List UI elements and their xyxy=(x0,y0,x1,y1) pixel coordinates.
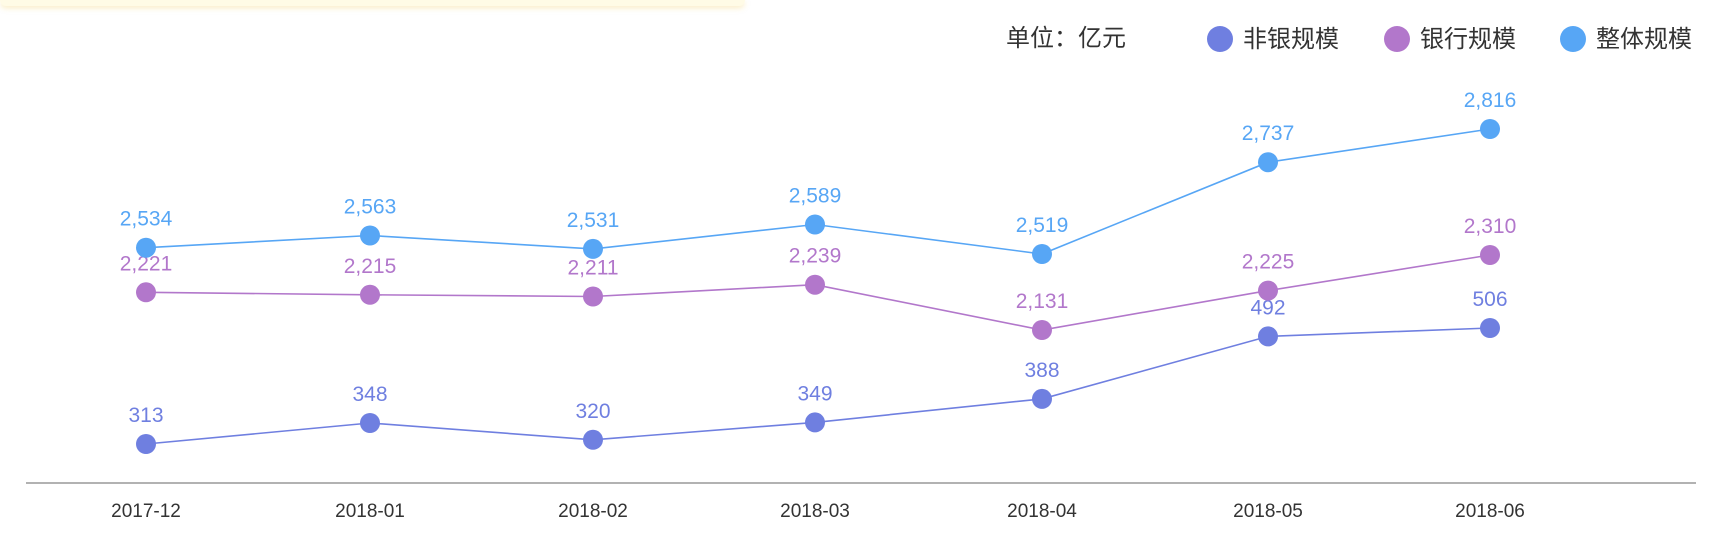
data-point xyxy=(583,286,603,307)
data-label: 2,589 xyxy=(789,185,842,208)
data-label: 2,225 xyxy=(1242,251,1295,274)
data-point xyxy=(136,434,156,454)
data-label: 2,215 xyxy=(344,255,397,278)
data-label: 2,310 xyxy=(1464,215,1517,238)
data-point xyxy=(360,225,380,246)
data-point xyxy=(1480,245,1500,265)
top-card-edge xyxy=(0,0,745,6)
series-1: 2,221 2,215 2,211 2,239 2,131 2,225 2,310 xyxy=(120,215,1517,340)
x-tick-label: 2018-03 xyxy=(780,501,850,522)
series-0: 313 348 320 349 388 492 506 xyxy=(128,288,1508,454)
data-label: 2,221 xyxy=(120,252,173,275)
legend-item: 非银规模 xyxy=(1207,26,1339,53)
data-point xyxy=(1258,280,1278,301)
data-point xyxy=(1480,318,1500,338)
data-point xyxy=(805,412,825,433)
data-point xyxy=(805,214,825,235)
data-point xyxy=(1258,326,1278,347)
legend: 非银规模 银行规模 整体规模 xyxy=(1207,26,1692,53)
data-label: 348 xyxy=(352,383,387,406)
x-tick-label: 2017-12 xyxy=(111,501,181,522)
x-tick-label: 2018-04 xyxy=(1007,501,1077,522)
legend-label: 银行规模 xyxy=(1420,26,1516,53)
data-label: 349 xyxy=(797,382,832,405)
data-point xyxy=(136,282,156,303)
data-label: 492 xyxy=(1250,296,1285,319)
data-label: 2,737 xyxy=(1242,122,1295,145)
legend-marker xyxy=(1560,26,1586,52)
data-label: 2,531 xyxy=(567,209,620,232)
x-tick-label: 2018-05 xyxy=(1233,501,1303,522)
legend-marker xyxy=(1384,26,1410,52)
data-point xyxy=(583,238,603,259)
data-label: 388 xyxy=(1024,359,1059,382)
data-label: 2,563 xyxy=(344,196,397,219)
data-point xyxy=(1258,152,1278,173)
legend-label: 非银规模 xyxy=(1243,26,1339,53)
data-point xyxy=(583,429,603,450)
data-point xyxy=(1032,244,1052,264)
x-tick-label: 2018-02 xyxy=(558,501,628,522)
data-label: 2,519 xyxy=(1016,214,1069,237)
x-tick-label: 2018-01 xyxy=(335,501,405,522)
data-point xyxy=(136,237,156,258)
legend-item: 银行规模 xyxy=(1384,26,1516,53)
legend-item: 整体规模 xyxy=(1560,26,1692,53)
data-label: 313 xyxy=(128,404,163,427)
data-label: 2,816 xyxy=(1464,89,1517,112)
data-point xyxy=(805,274,825,295)
data-point xyxy=(360,284,380,305)
data-point xyxy=(1480,119,1500,139)
data-point xyxy=(1032,388,1052,409)
x-axis-tick-labels: 2017-12 2018-01 2018-02 2018-03 2018-04 2018-… xyxy=(111,501,1525,522)
data-label: 2,534 xyxy=(120,208,173,231)
x-tick-label: 2018-06 xyxy=(1455,501,1525,522)
legend-label: 整体规模 xyxy=(1596,26,1692,53)
data-label: 320 xyxy=(575,400,610,423)
series-layer: 313 348 320 349 388 492 506 2,221 2,215 2,211 2,23… xyxy=(120,89,1517,454)
data-point xyxy=(360,413,380,433)
data-point xyxy=(1032,320,1052,340)
series-2: 2,534 2,563 2,531 2,589 2,519 2,737 2,816 xyxy=(120,89,1517,264)
unit-label: 单位：亿元 xyxy=(1006,25,1126,52)
data-label: 506 xyxy=(1472,288,1507,311)
data-label: 2,239 xyxy=(789,245,842,268)
data-label: 2,131 xyxy=(1016,290,1069,313)
legend-marker xyxy=(1207,26,1233,52)
data-label: 2,211 xyxy=(568,257,619,280)
